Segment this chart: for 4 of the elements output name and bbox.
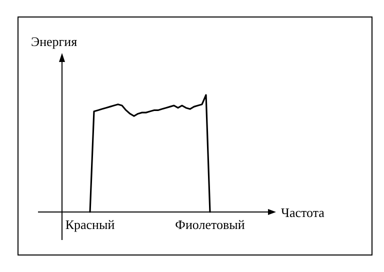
x-tick-label: Красный <box>65 217 115 232</box>
x-axis-title: Частота <box>281 205 325 220</box>
x-tick-label: Фиолетовый <box>175 217 245 232</box>
y-axis-title: Энергия <box>31 34 78 49</box>
